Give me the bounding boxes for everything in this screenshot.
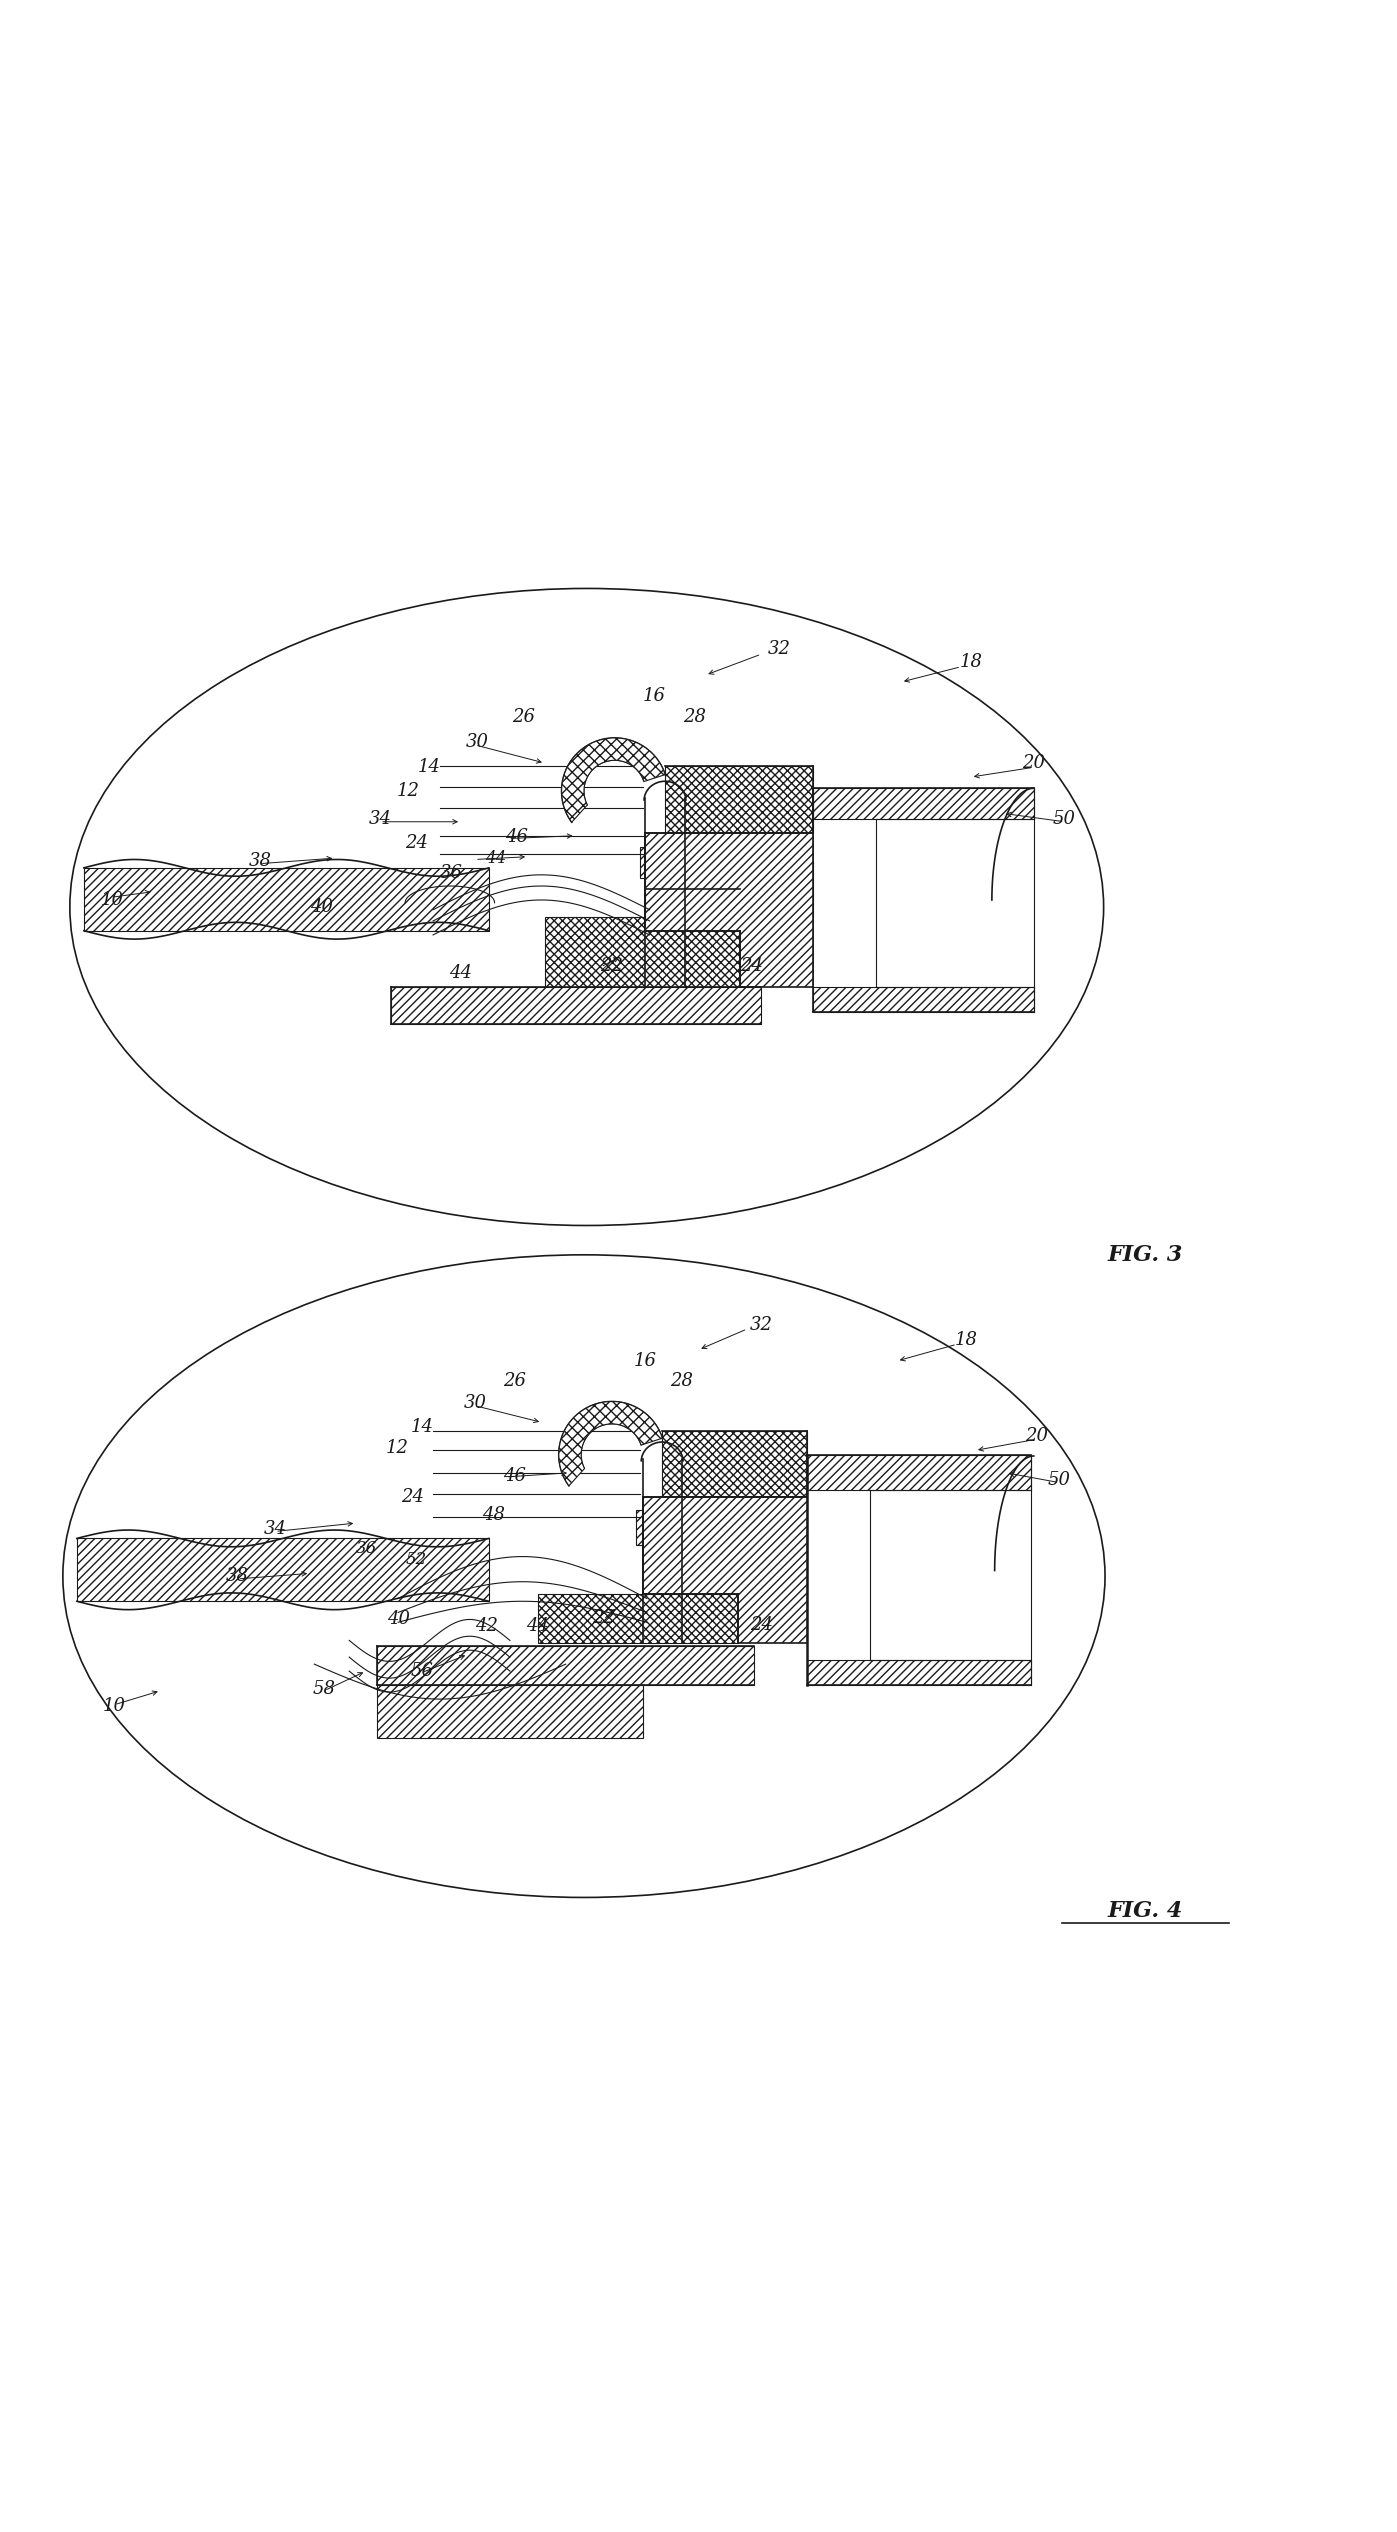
Text: 28: 28 (671, 1372, 693, 1390)
Text: 26: 26 (513, 709, 535, 727)
Text: 18: 18 (960, 653, 982, 671)
Text: 50: 50 (1053, 810, 1076, 828)
Bar (84, 868, 489, 932)
Bar (640, 846, 685, 879)
Bar (662, 1431, 807, 1496)
Text: 14: 14 (418, 757, 440, 777)
Text: 58: 58 (313, 1681, 335, 1699)
Text: 52: 52 (405, 1552, 427, 1567)
Text: 24: 24 (750, 1615, 773, 1633)
Bar (77, 1539, 489, 1600)
Bar (665, 765, 813, 833)
Text: 40: 40 (310, 899, 332, 917)
Text: 22: 22 (592, 1608, 615, 1628)
Text: 12: 12 (386, 1438, 408, 1456)
Text: 34: 34 (264, 1519, 286, 1537)
Text: FIG. 4: FIG. 4 (1108, 1902, 1183, 1922)
Text: 18: 18 (956, 1332, 978, 1350)
Text: 16: 16 (643, 686, 665, 704)
Bar (807, 1453, 1031, 1489)
Text: 14: 14 (411, 1418, 433, 1436)
Text: 44: 44 (450, 965, 472, 982)
Text: 26: 26 (503, 1372, 525, 1390)
Text: 38: 38 (249, 851, 271, 871)
Text: 24: 24 (401, 1486, 423, 1507)
Bar (391, 987, 761, 1025)
Text: 48: 48 (482, 1507, 504, 1524)
Text: 36: 36 (440, 863, 462, 884)
Text: 32: 32 (750, 1317, 773, 1334)
Bar (545, 917, 740, 987)
Bar (538, 1595, 738, 1643)
Text: 24: 24 (405, 833, 427, 851)
Text: 44: 44 (485, 851, 507, 866)
Text: 38: 38 (226, 1567, 249, 1585)
Polygon shape (645, 833, 813, 987)
Text: 30: 30 (464, 1395, 486, 1413)
Text: 44: 44 (527, 1618, 549, 1636)
Text: 32: 32 (768, 641, 791, 658)
Polygon shape (559, 1403, 662, 1486)
Bar (813, 987, 1034, 1013)
Text: 46: 46 (503, 1466, 525, 1484)
Text: 10: 10 (101, 891, 123, 909)
Text: 28: 28 (683, 709, 705, 727)
Text: 46: 46 (506, 828, 528, 846)
Bar (643, 1532, 807, 1567)
Text: 10: 10 (103, 1696, 126, 1714)
Text: 34: 34 (369, 810, 391, 828)
Text: 40: 40 (387, 1610, 409, 1628)
Text: 20: 20 (1025, 1428, 1048, 1446)
Bar (807, 1661, 1031, 1686)
Text: 24: 24 (740, 957, 763, 975)
Text: 20: 20 (1023, 755, 1045, 772)
Text: 42: 42 (475, 1618, 497, 1636)
Text: 36: 36 (355, 1539, 377, 1557)
Bar (685, 861, 813, 917)
Polygon shape (562, 737, 665, 823)
Text: 22: 22 (601, 957, 623, 975)
Bar (377, 1646, 754, 1686)
Bar (636, 1512, 682, 1545)
Text: 56: 56 (411, 1661, 433, 1681)
Text: 50: 50 (1048, 1471, 1070, 1489)
Polygon shape (377, 1686, 643, 1737)
Polygon shape (643, 1496, 807, 1643)
Text: 12: 12 (397, 782, 419, 800)
Bar (813, 787, 1034, 818)
Text: 16: 16 (634, 1352, 657, 1370)
Text: 30: 30 (467, 734, 489, 752)
Text: FIG. 3: FIG. 3 (1108, 1243, 1183, 1266)
